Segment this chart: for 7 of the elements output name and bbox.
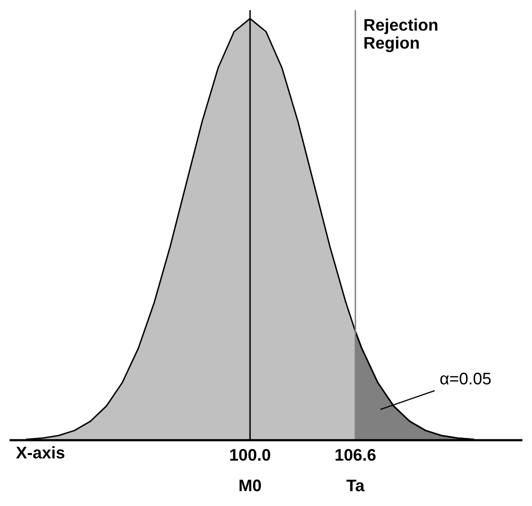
x-axis-title: X-axis [16,446,64,459]
text: Ta [346,480,365,492]
x-tick-label: 106.6 [336,448,376,461]
ref-line-label: Rejection Region [364,18,438,52]
text: M0 [240,480,261,492]
annotation: α=0.05 [440,372,491,384]
x-tick-label: 100.0 [230,448,270,461]
